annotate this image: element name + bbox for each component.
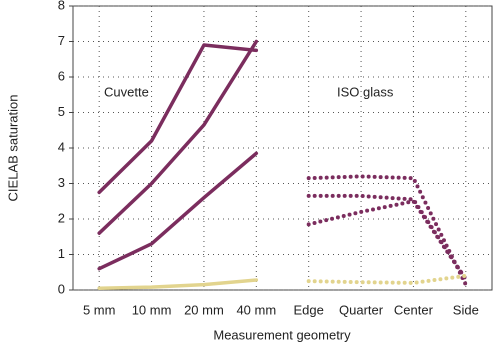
- y-tick-label: 1: [58, 246, 65, 261]
- data-line: [97, 43, 259, 195]
- y-tick-label: 0: [58, 281, 65, 296]
- data-line: [306, 199, 468, 282]
- data-line: [97, 39, 259, 235]
- annotation: Cuvette: [104, 84, 149, 99]
- x-axis-label: Measurement geometry: [213, 327, 351, 342]
- y-tick-label: 4: [58, 139, 65, 154]
- y-tick-label: 2: [58, 210, 65, 225]
- data-line: [97, 278, 259, 290]
- plot-frame: [72, 5, 493, 291]
- x-tick-label: Center: [394, 302, 434, 317]
- data-line: [306, 273, 468, 285]
- x-tick-label: Quarter: [339, 302, 384, 317]
- x-tick-label: 5 mm: [83, 302, 116, 317]
- x-tick-label: Edge: [294, 302, 324, 317]
- y-tick-label: 5: [58, 104, 65, 119]
- y-axis-label: CIELAB saturation: [5, 95, 20, 202]
- annotation: ISO glass: [337, 84, 394, 99]
- y-tick-label: 6: [58, 68, 65, 83]
- x-tick-label: 20 mm: [184, 302, 224, 317]
- x-tick-label: Side: [453, 302, 479, 317]
- y-tick-label: 7: [58, 33, 65, 48]
- y-tick-label: 3: [58, 175, 65, 190]
- data-line: [306, 174, 468, 287]
- data-line: [306, 193, 468, 282]
- x-tick-label: 10 mm: [132, 302, 172, 317]
- y-tick-label: 8: [58, 0, 65, 12]
- x-tick-label: 40 mm: [236, 302, 276, 317]
- data-line: [97, 151, 259, 271]
